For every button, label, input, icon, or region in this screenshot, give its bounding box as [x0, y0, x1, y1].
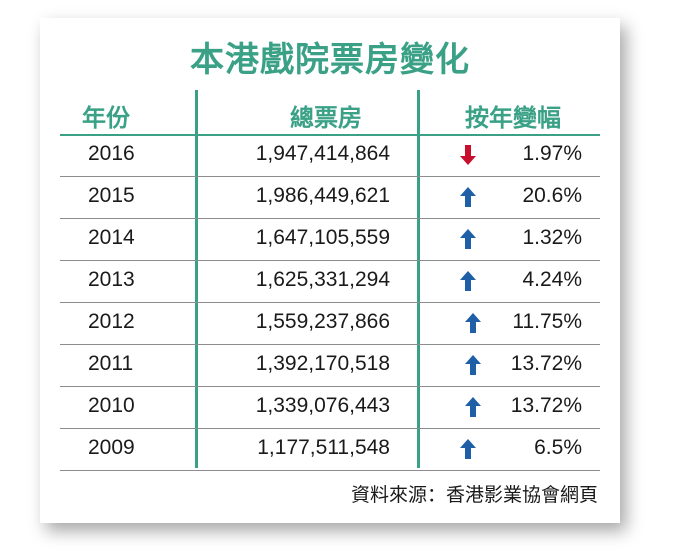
- change-cell: 11.75%: [512, 310, 582, 333]
- arrow-up-icon: [460, 439, 476, 459]
- column-divider: [417, 90, 420, 468]
- total-cell: 1,339,076,443: [255, 394, 390, 417]
- table-row: 2012 1,559,237,866 11.75%: [60, 303, 600, 345]
- column-header-year: 年份: [82, 104, 130, 132]
- arrow-up-icon: [460, 271, 476, 291]
- year-cell: 2011: [88, 352, 134, 375]
- year-cell: 2009: [88, 436, 135, 459]
- year-cell: 2015: [88, 184, 135, 207]
- column-header-change: 按年變幅: [465, 104, 561, 132]
- change-cell: 20.6%: [522, 184, 582, 207]
- table-row: 2016 1,947,414,864 1.97%: [60, 135, 600, 177]
- column-divider: [195, 90, 198, 468]
- change-cell: 13.72%: [510, 352, 582, 375]
- table-row: 2013 1,625,331,294 4.24%: [60, 261, 600, 303]
- chart-title: 本港戲院票房變化: [190, 40, 470, 80]
- table-card: 本港戲院票房變化 年份 總票房 按年變幅 2016 1,947,414,864 1.…: [40, 18, 620, 523]
- table-row: 2009 1,177,511,548 6.5%: [60, 429, 600, 471]
- year-cell: 2010: [88, 394, 135, 417]
- year-cell: 2014: [88, 226, 135, 249]
- arrow-up-icon: [460, 187, 476, 207]
- table-row: 2011 1,392,170,518 13.72%: [60, 345, 600, 387]
- year-cell: 2012: [88, 310, 135, 333]
- total-cell: 1,986,449,621: [255, 184, 390, 207]
- arrow-up-icon: [465, 397, 481, 417]
- total-cell: 1,392,170,518: [255, 352, 390, 375]
- source-note: 資料來源：香港影業協會網頁: [350, 484, 598, 506]
- table-row: 2014 1,647,105,559 1.32%: [60, 219, 600, 261]
- change-cell: 1.32%: [522, 226, 582, 249]
- total-cell: 1,947,414,864: [255, 142, 390, 165]
- total-cell: 1,625,331,294: [255, 268, 390, 291]
- change-cell: 1.97%: [522, 142, 582, 165]
- change-cell: 4.24%: [522, 268, 582, 291]
- arrow-up-icon: [465, 355, 481, 375]
- arrow-up-icon: [460, 229, 476, 249]
- table-row: 2015 1,986,449,621 20.6%: [60, 177, 600, 219]
- arrow-up-icon: [465, 313, 481, 333]
- change-cell: 13.72%: [510, 394, 582, 417]
- total-cell: 1,647,105,559: [255, 226, 390, 249]
- arrow-down-icon: [460, 145, 476, 165]
- table-header: 年份 總票房 按年變幅: [60, 92, 600, 136]
- column-header-total: 總票房: [290, 104, 362, 132]
- change-cell: 6.5%: [534, 436, 582, 459]
- table-row: 2010 1,339,076,443 13.72%: [60, 387, 600, 429]
- total-cell: 1,177,511,548: [257, 436, 390, 459]
- year-cell: 2013: [88, 268, 135, 291]
- year-cell: 2016: [88, 142, 135, 165]
- total-cell: 1,559,237,866: [255, 310, 390, 333]
